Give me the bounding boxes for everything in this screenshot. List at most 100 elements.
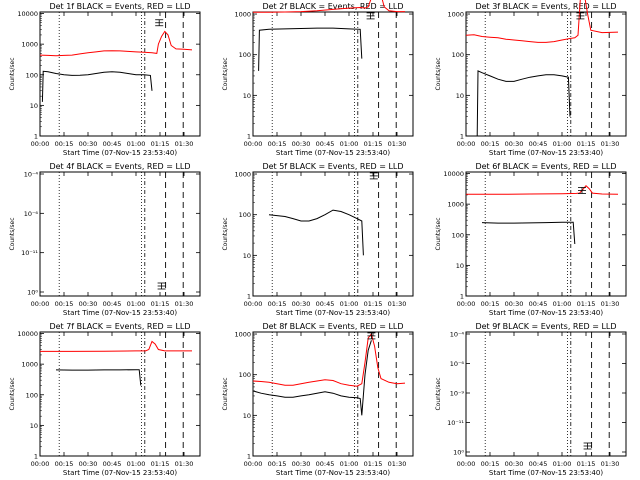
y-axis-label: Counts/sec [435, 57, 442, 90]
y-tick-label: 100 [239, 371, 251, 379]
y-tick-label: 1 [460, 293, 464, 301]
x-axis-label: Start Time (07-Nov-15 23:53:40) [489, 149, 603, 157]
x-tick-label: 01:15 [364, 460, 383, 468]
series-lld-line [466, 184, 619, 195]
x-tick-label: 00:30 [505, 460, 524, 468]
series-events-line [476, 70, 571, 137]
x-axis-label: Start Time (07-Nov-15 23:53:40) [63, 469, 177, 477]
plot-frame [252, 11, 414, 137]
y-tick-label: 10000 [443, 170, 464, 178]
x-tick-label: 01:00 [127, 300, 146, 308]
x-tick-label: 01:30 [601, 140, 620, 148]
x-tick-label: 00:45 [316, 460, 335, 468]
panel-7: Det 7f BLACK = Events, RED = LLD 1 10 100 10… [9, 322, 201, 477]
x-tick-label: 00:30 [292, 140, 311, 148]
panel-1: Det 1f BLACK = Events, RED = LLD 1 10 100 10… [9, 2, 201, 157]
x-tick-label: 01:15 [577, 140, 596, 148]
y-axis-label: Counts/sec [435, 217, 442, 250]
y-tick-label: 1000 [447, 11, 464, 19]
x-tick-label: 00:15 [55, 140, 74, 148]
panel-9: Det 9f BLACK = Events, RED = LLD 10⁰ 10⁻¹¹… [435, 322, 627, 477]
plot-frame [465, 331, 627, 457]
x-tick-label: 01:30 [175, 460, 194, 468]
plot-frame [465, 11, 627, 137]
x-tick-label: 00:15 [481, 460, 500, 468]
x-tick-label: 01:15 [364, 300, 383, 308]
x-tick-label: 00:30 [292, 460, 311, 468]
panel-4: Det 4f BLACK = Events, RED = LLD 10⁰ 10⁻¹¹… [9, 162, 201, 317]
x-tick-label: 01:30 [175, 140, 194, 148]
y-tick-label: 10 [456, 262, 464, 270]
series-lld-line [252, 0, 405, 13]
x-tick-label: 00:00 [244, 300, 263, 308]
x-tick-label: 00:00 [244, 460, 263, 468]
y-tick-label: 10 [243, 412, 251, 420]
y-tick-label: 10 [243, 92, 251, 100]
x-tick-label: 00:00 [31, 300, 50, 308]
x-tick-label: 00:45 [103, 140, 122, 148]
x-tick-label: 01:15 [577, 460, 596, 468]
x-tick-label: 01:30 [601, 460, 620, 468]
x-tick-label: 00:00 [244, 140, 263, 148]
y-tick-label: 10⁰ [453, 449, 464, 457]
y-tick-label: 10 [30, 422, 38, 430]
y-tick-label: 10⁻⁴ [24, 171, 39, 179]
y-tick-label: 100 [239, 51, 251, 59]
plot-frame [465, 171, 627, 297]
y-tick-label: 10⁻⁶ [24, 210, 39, 218]
x-tick-label: 01:00 [340, 140, 359, 148]
y-tick-label: 10 [243, 252, 251, 260]
series-lld-line [39, 30, 193, 57]
y-tick-label: 10⁰ [27, 289, 38, 297]
y-tick-label: 1000 [21, 41, 38, 49]
y-tick-label: 1000 [234, 11, 251, 19]
x-tick-label: 01:15 [151, 300, 170, 308]
x-axis-label: Start Time (07-Nov-15 23:53:40) [276, 149, 390, 157]
y-tick-label: 10000 [17, 330, 38, 338]
x-tick-label: 00:00 [457, 300, 476, 308]
series-events-line [41, 70, 153, 102]
panel-6: Det 6f BLACK = Events, RED = LLD 1 10 100 10… [435, 162, 627, 317]
x-tick-label: 00:30 [292, 300, 311, 308]
series-events-line [258, 27, 363, 71]
y-axis-label: Counts/sec [435, 377, 442, 410]
plot-frame [252, 171, 414, 297]
x-tick-label: 00:45 [103, 300, 122, 308]
y-tick-label: 10 [30, 102, 38, 110]
y-axis-label: Counts/sec [9, 57, 16, 90]
x-tick-label: 01:15 [577, 300, 596, 308]
y-tick-label: 10⁻¹¹ [21, 249, 38, 257]
x-axis-label: Start Time (07-Nov-15 23:53:40) [489, 469, 603, 477]
x-tick-label: 00:30 [79, 460, 98, 468]
y-tick-label: 1 [34, 133, 38, 141]
x-tick-label: 00:15 [268, 140, 287, 148]
series-events-line [252, 340, 372, 416]
y-tick-label: 1 [247, 453, 251, 461]
series-lld-line [40, 340, 192, 352]
y-tick-label: 10000 [17, 10, 38, 18]
series-events-line [481, 221, 576, 245]
panel-title: Det 9f BLACK = Events, RED = LLD [475, 322, 616, 331]
x-tick-label: 00:15 [268, 300, 287, 308]
y-tick-label: 1 [247, 133, 251, 141]
panel-title: Det 1f BLACK = Events, RED = LLD [49, 2, 190, 11]
y-tick-label: 100 [26, 71, 38, 79]
y-tick-label: 1000 [21, 361, 38, 369]
x-tick-label: 01:00 [553, 300, 572, 308]
x-tick-label: 00:15 [481, 300, 500, 308]
y-tick-label: 1000 [234, 171, 251, 179]
x-axis-label: Start Time (07-Nov-15 23:53:40) [489, 309, 603, 317]
x-tick-label: 01:15 [364, 140, 383, 148]
y-tick-label: 10⁻⁶ [450, 360, 465, 368]
y-tick-label: 10⁻⁹ [450, 390, 465, 398]
y-tick-label: 100 [452, 51, 464, 59]
y-tick-label: 100 [239, 211, 251, 219]
plot-frame [39, 11, 201, 137]
y-axis-label: Counts/sec [222, 217, 229, 250]
x-tick-label: 01:00 [340, 460, 359, 468]
x-tick-label: 00:00 [31, 140, 50, 148]
series-lld-line [252, 332, 406, 387]
x-tick-label: 00:00 [457, 460, 476, 468]
y-tick-label: 100 [452, 231, 464, 239]
